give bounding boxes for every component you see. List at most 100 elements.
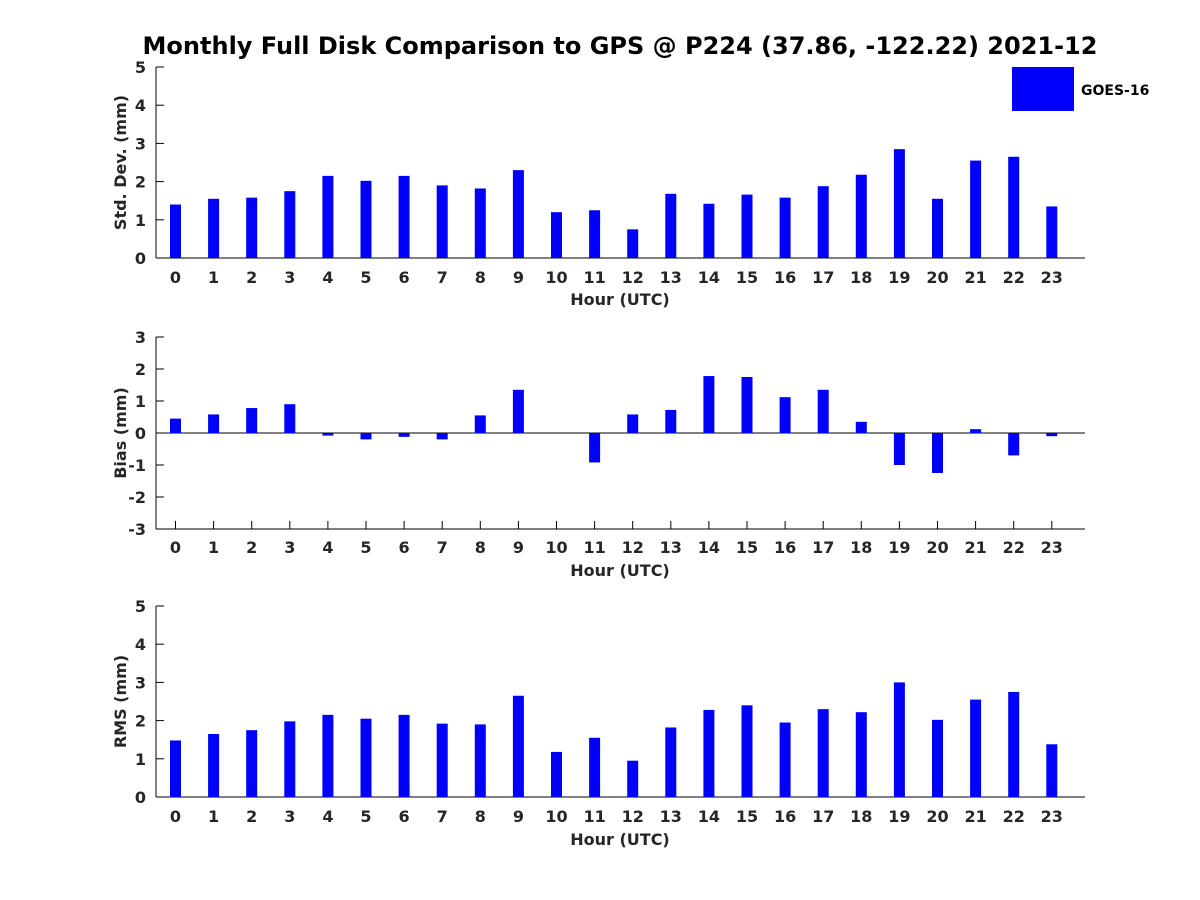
std-dev-x-tick-label: 19 (888, 268, 910, 287)
rms-bar-hour-20 (932, 719, 943, 797)
std-dev-x-axis-title: Hour (UTC) (570, 290, 670, 309)
bias-bar-hour-19 (893, 433, 905, 465)
std-dev-bar-hour-18 (855, 174, 867, 258)
bias-bar-hour-0 (170, 418, 181, 433)
std-dev-bar-hour-5 (360, 180, 372, 258)
rms-x-tick-label: 6 (399, 807, 410, 826)
std-dev-x-tick-label: 0 (170, 268, 181, 287)
bias-bar-hour-5 (360, 433, 372, 440)
bias-x-tick-label: 21 (964, 538, 986, 557)
bias-x-tick-label: 3 (284, 538, 295, 557)
bias-bar-hour-15 (741, 377, 753, 433)
rms-bar-hour-2 (246, 730, 258, 797)
bias-x-tick-label: 15 (736, 538, 758, 557)
std-dev-bar-hour-6 (398, 175, 410, 258)
std-dev-bar-hour-7 (436, 185, 448, 258)
bias-y-tick-label: 0 (135, 424, 146, 443)
std-dev-x-tick-label: 16 (774, 268, 796, 287)
std-dev-bar-hour-9 (512, 170, 524, 258)
bias-x-tick-label: 11 (583, 538, 605, 557)
std-dev-y-tick-label: 3 (135, 134, 146, 153)
rms-bar-hour-1 (208, 733, 220, 797)
rms-bar-hour-23 (1046, 744, 1058, 797)
std-dev-bar-hour-2 (246, 197, 258, 258)
rms-x-tick-label: 20 (926, 807, 948, 826)
std-dev-y-tick-label: 2 (135, 173, 146, 192)
std-dev-x-tick-label: 15 (736, 268, 758, 287)
bias-x-axis-title: Hour (UTC) (570, 561, 670, 580)
rms-x-axis-title: Hour (UTC) (570, 830, 670, 849)
std-dev-bar-hour-13 (665, 193, 677, 258)
rms-bar-hour-0 (170, 740, 181, 797)
bias-bar-hour-9 (512, 389, 524, 433)
std-dev-x-tick-label: 22 (1003, 268, 1025, 287)
bias-x-tick-label: 12 (622, 538, 644, 557)
rms-bar-hour-5 (360, 718, 372, 797)
bias-x-tick-label: 22 (1003, 538, 1025, 557)
rms-x-tick-label: 3 (284, 807, 295, 826)
rms-x-tick-label: 13 (660, 807, 682, 826)
std-dev-x-tick-label: 14 (698, 268, 720, 287)
std-dev-x-tick-label: 7 (437, 268, 448, 287)
rms-x-tick-label: 22 (1003, 807, 1025, 826)
rms-x-tick-label: 5 (360, 807, 371, 826)
rms-y-tick-label: 2 (135, 712, 146, 731)
rms-x-tick-label: 10 (545, 807, 567, 826)
bias-x-tick-label: 2 (246, 538, 257, 557)
rms-x-tick-label: 15 (736, 807, 758, 826)
std-dev-bar-hour-22 (1008, 156, 1020, 258)
std-dev-bar-hour-10 (551, 212, 562, 258)
std-dev-x-tick-label: 4 (322, 268, 333, 287)
std-dev-bar-hour-14 (703, 203, 715, 258)
rms-x-tick-label: 4 (322, 807, 333, 826)
std-dev-x-tick-label: 1 (208, 268, 219, 287)
std-dev-bar-hour-16 (779, 197, 791, 258)
rms-x-tick-label: 17 (812, 807, 834, 826)
bias-x-tick-label: 20 (926, 538, 948, 557)
rms-bar-hour-8 (474, 724, 486, 797)
rms-y-tick-label: 3 (135, 673, 146, 692)
bias-x-tick-label: 16 (774, 538, 796, 557)
rms-bar-hour-14 (703, 709, 715, 797)
rms-x-tick-label: 11 (583, 807, 605, 826)
bias-y-tick-label: -1 (128, 456, 146, 475)
rms-x-tick-label: 14 (698, 807, 720, 826)
std-dev-y-tick-label: 5 (135, 58, 146, 77)
bias-bar-hour-21 (970, 429, 982, 433)
std-dev-bar-hour-12 (627, 229, 639, 258)
std-dev-bar-hour-4 (322, 175, 334, 258)
bias-bar-hour-8 (474, 415, 486, 433)
std-dev-bar-hour-0 (170, 204, 181, 258)
std-dev-x-tick-label: 8 (475, 268, 486, 287)
bias-bar-hour-12 (627, 414, 639, 433)
bias-bar-hour-16 (779, 397, 791, 433)
std-dev-x-tick-label: 17 (812, 268, 834, 287)
rms-bar-hour-7 (436, 723, 448, 797)
std-dev-bar-hour-23 (1046, 206, 1058, 258)
rms-x-tick-label: 19 (888, 807, 910, 826)
bias-bar-hour-7 (436, 433, 448, 440)
std-dev-bar-hour-1 (208, 198, 220, 258)
std-dev-bar-hour-11 (589, 210, 601, 258)
rms-y-tick-label: 1 (135, 750, 146, 769)
std-dev-bar-hour-17 (817, 186, 829, 258)
bias-bar-hour-11 (589, 433, 601, 463)
chart-title: Monthly Full Disk Comparison to GPS @ P2… (143, 32, 1098, 60)
std-dev-bar-hour-21 (970, 160, 982, 258)
std-dev-x-tick-label: 13 (660, 268, 682, 287)
rms-x-tick-label: 1 (208, 807, 219, 826)
bias-bar-hour-20 (932, 433, 943, 473)
bias-y-tick-label: 2 (135, 360, 146, 379)
rms-x-tick-label: 8 (475, 807, 486, 826)
bias-bar-hour-1 (208, 414, 220, 433)
rms-y-tick-label: 5 (135, 597, 146, 616)
rms-x-tick-label: 23 (1041, 807, 1063, 826)
std-dev-bar-hour-3 (284, 191, 296, 258)
bias-bar-hour-13 (665, 409, 677, 433)
rms-bar-hour-19 (893, 682, 905, 797)
std-dev-x-tick-label: 2 (246, 268, 257, 287)
std-dev-x-tick-label: 5 (360, 268, 371, 287)
bias-bar-hour-18 (855, 421, 867, 433)
rms-bar-hour-3 (284, 721, 296, 797)
